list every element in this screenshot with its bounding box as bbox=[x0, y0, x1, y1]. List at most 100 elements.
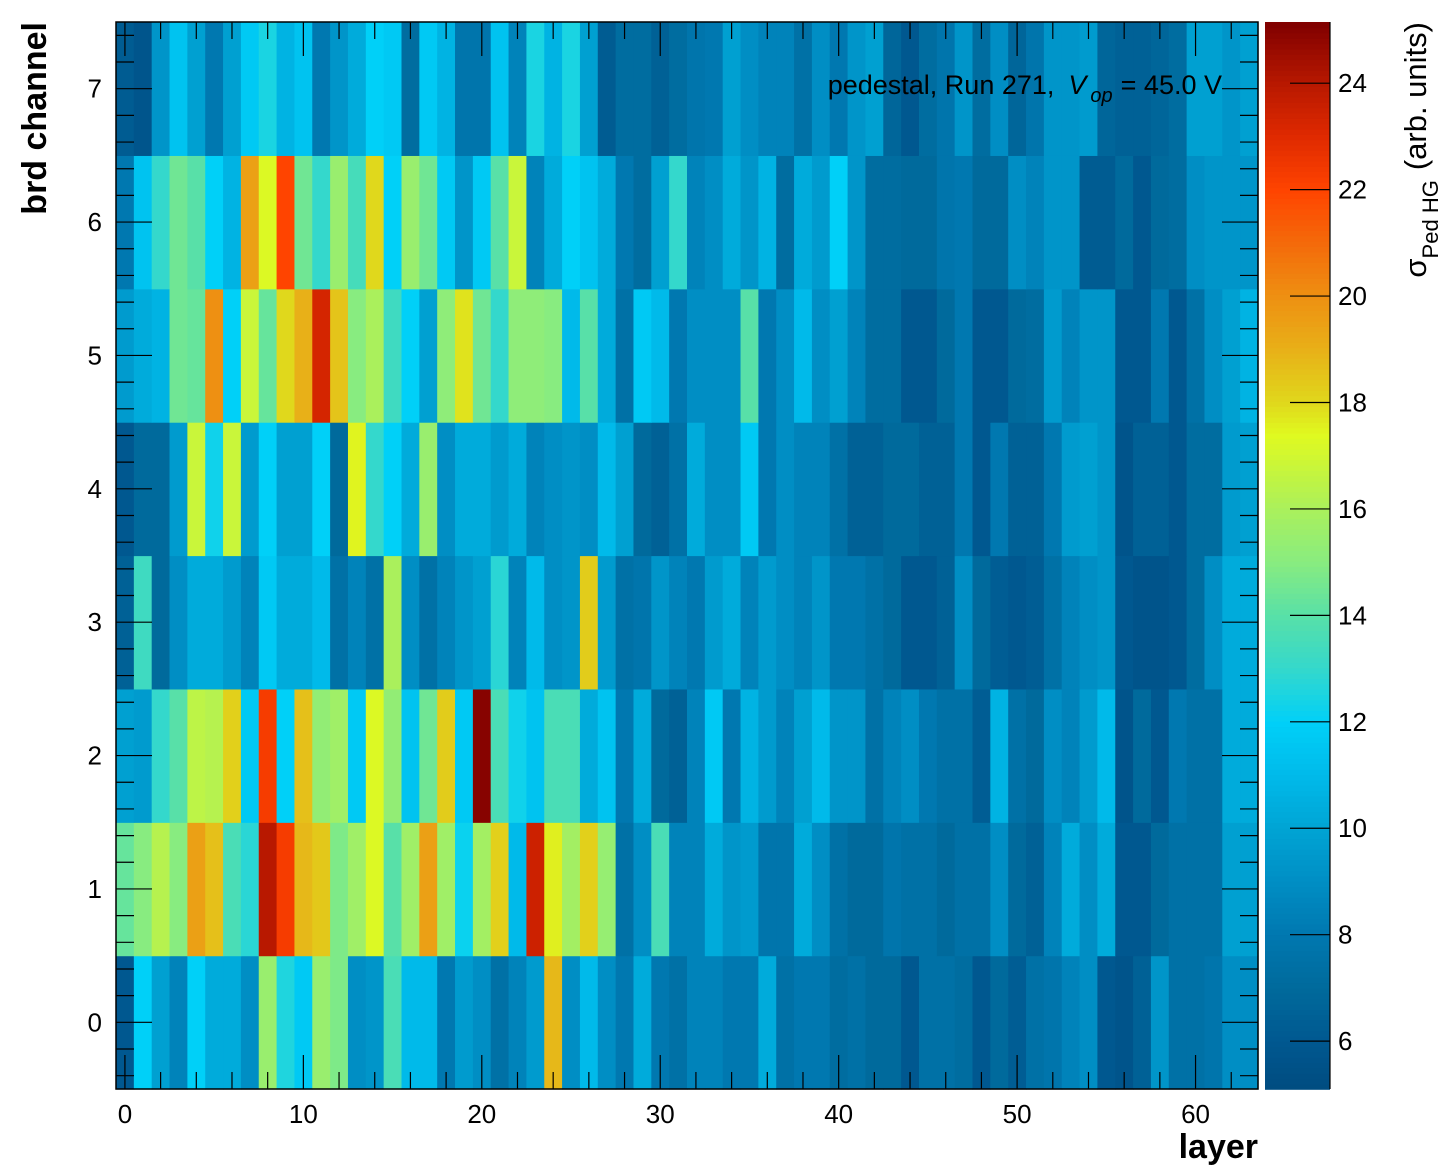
heatmap-cell bbox=[990, 955, 1009, 1090]
heatmap-cell bbox=[1079, 822, 1098, 957]
heatmap-cell bbox=[579, 155, 599, 290]
colorbar-segment bbox=[1265, 256, 1330, 263]
heatmap-cell bbox=[276, 155, 296, 290]
heatmap-cell bbox=[1186, 288, 1206, 423]
heatmap-cell bbox=[187, 22, 206, 156]
heatmap-cell bbox=[972, 688, 991, 823]
colorbar-segment bbox=[1265, 32, 1330, 39]
heatmap-cell bbox=[187, 955, 206, 1090]
heatmap-cell bbox=[776, 155, 795, 290]
colorbar-segment bbox=[1265, 891, 1330, 898]
heatmap-cell bbox=[1061, 22, 1081, 156]
heatmap-cell bbox=[865, 555, 884, 690]
heatmap-cell bbox=[1079, 422, 1098, 557]
heatmap-cell bbox=[687, 555, 706, 690]
colorbar-segment bbox=[1265, 480, 1330, 487]
y-axis-title: brd channel bbox=[16, 22, 54, 215]
heatmap-cell bbox=[1043, 288, 1063, 423]
heatmap-cell bbox=[437, 822, 456, 957]
colorbar-segment bbox=[1265, 368, 1330, 375]
heatmap-cell bbox=[490, 288, 510, 423]
heatmap-cell bbox=[936, 822, 956, 957]
colorbar-segment bbox=[1265, 923, 1330, 930]
heatmap-cell bbox=[1061, 688, 1081, 823]
heatmap-cell bbox=[918, 155, 938, 290]
heatmap-cell bbox=[758, 822, 777, 957]
heatmap-cell bbox=[401, 955, 420, 1090]
heatmap-cell bbox=[758, 288, 777, 423]
heatmap-cell bbox=[312, 688, 331, 823]
y-axis-ticks: 0 1 2 3 4 5 6 7 bbox=[88, 34, 1258, 1077]
heatmap-cell bbox=[597, 688, 617, 823]
heatmap-cell bbox=[794, 22, 813, 156]
heatmap-cell bbox=[722, 155, 742, 290]
colorbar-segment bbox=[1265, 688, 1330, 696]
heatmap-cell bbox=[490, 555, 510, 690]
heatmap-cell bbox=[508, 822, 527, 957]
heatmap-cell bbox=[722, 822, 742, 957]
colorbar-segment bbox=[1265, 976, 1330, 984]
heatmap-cell bbox=[740, 688, 759, 823]
heatmap-cell bbox=[330, 22, 349, 156]
colorbar-segment bbox=[1265, 683, 1330, 690]
heatmap-cell bbox=[1043, 555, 1063, 690]
heatmap-cell bbox=[954, 422, 974, 557]
x-tick-label: 50 bbox=[1003, 1099, 1032, 1129]
heatmap-cell bbox=[1150, 22, 1170, 156]
colorbar bbox=[1265, 22, 1331, 1090]
heatmap-cell bbox=[669, 22, 688, 156]
heatmap-cell bbox=[276, 555, 296, 690]
heatmap-cell bbox=[365, 422, 385, 557]
colorbar-segment bbox=[1265, 619, 1330, 626]
heatmap-cell bbox=[258, 22, 278, 156]
heatmap-cell bbox=[829, 555, 849, 690]
colorbar-segment bbox=[1265, 736, 1330, 744]
heatmap-cell bbox=[1133, 22, 1152, 156]
heatmap-cell bbox=[579, 822, 599, 957]
x-tick-label: 10 bbox=[289, 1099, 318, 1129]
y-tick-label: 5 bbox=[88, 340, 102, 370]
heatmap-cell bbox=[722, 288, 742, 423]
heatmap-cell bbox=[704, 955, 724, 1090]
heatmap-cell bbox=[490, 22, 510, 156]
heatmap-cell bbox=[347, 955, 367, 1090]
colorbar-segment bbox=[1265, 75, 1330, 82]
colorbar-segment bbox=[1265, 571, 1330, 578]
heatmap-cell bbox=[223, 22, 242, 156]
colorbar-segment bbox=[1265, 214, 1330, 221]
colorbar-segment bbox=[1265, 960, 1330, 968]
heatmap-cell bbox=[401, 22, 420, 156]
heatmap-cell bbox=[187, 288, 206, 423]
heatmap-cell bbox=[383, 422, 403, 557]
heatmap-cell bbox=[240, 422, 260, 557]
heatmap-cell bbox=[330, 155, 349, 290]
colorbar-segment bbox=[1265, 374, 1330, 381]
colorbar-segment bbox=[1265, 262, 1330, 269]
heatmap-cell bbox=[669, 288, 688, 423]
heatmap-cell bbox=[1026, 822, 1045, 957]
colorbar-segment bbox=[1265, 240, 1330, 247]
heatmap-cell bbox=[526, 288, 545, 423]
colorbar-segment bbox=[1265, 523, 1330, 530]
heatmap-cell bbox=[811, 22, 831, 156]
heatmap-cell bbox=[615, 555, 635, 690]
heatmap-cell bbox=[401, 288, 420, 423]
heatmap-cell bbox=[847, 22, 867, 156]
heatmap-cell bbox=[1204, 422, 1223, 557]
heatmap-cell bbox=[633, 822, 652, 957]
heatmap-cell bbox=[508, 422, 527, 557]
heatmap-cell bbox=[1204, 555, 1223, 690]
heatmap-cell bbox=[615, 955, 635, 1090]
colorbar-segment bbox=[1265, 1030, 1330, 1037]
heatmap-cell bbox=[847, 422, 867, 557]
heatmap-cell bbox=[954, 822, 974, 957]
heatmap-cell bbox=[740, 422, 759, 557]
heatmap-cell bbox=[936, 155, 956, 290]
heatmap-cell bbox=[597, 155, 617, 290]
heatmap-cell bbox=[776, 288, 795, 423]
heatmap-cell bbox=[1061, 422, 1081, 557]
heatmap-cell bbox=[883, 288, 902, 423]
colorbar-segment bbox=[1265, 795, 1330, 802]
heatmap-cell bbox=[758, 22, 777, 156]
colorbar-segment bbox=[1265, 747, 1330, 754]
